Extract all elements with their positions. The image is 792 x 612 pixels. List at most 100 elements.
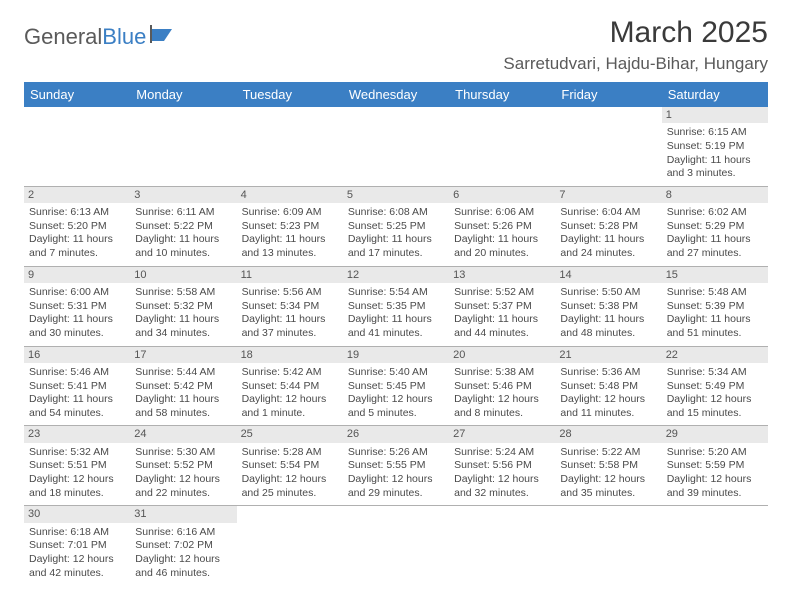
daylight-text: Daylight: 11 hours and 54 minutes. [29,393,125,420]
sunrise-text: Sunrise: 5:52 AM [454,286,550,300]
sunset-text: Sunset: 5:51 PM [29,459,125,473]
sunset-text: Sunset: 5:45 PM [348,380,444,394]
calendar-cell: 9Sunrise: 6:00 AMSunset: 5:31 PMDaylight… [24,266,130,346]
daylight-text: Daylight: 11 hours and 37 minutes. [242,313,338,340]
sunset-text: Sunset: 5:41 PM [29,380,125,394]
calendar-cell: 18Sunrise: 5:42 AMSunset: 5:44 PMDayligh… [237,346,343,426]
daylight-text: Daylight: 11 hours and 10 minutes. [135,233,231,260]
sunset-text: Sunset: 5:26 PM [454,220,550,234]
daylight-text: Daylight: 12 hours and 29 minutes. [348,473,444,500]
sunset-text: Sunset: 5:54 PM [242,459,338,473]
calendar-cell [237,506,343,585]
sunrise-text: Sunrise: 6:08 AM [348,206,444,220]
sunrise-text: Sunrise: 5:28 AM [242,446,338,460]
daylight-text: Daylight: 12 hours and 1 minute. [242,393,338,420]
calendar-cell: 17Sunrise: 5:44 AMSunset: 5:42 PMDayligh… [130,346,236,426]
sunset-text: Sunset: 5:22 PM [135,220,231,234]
day-number: 6 [449,187,555,203]
day-number: 21 [555,347,661,363]
sunset-text: Sunset: 5:31 PM [29,300,125,314]
calendar-cell: 26Sunrise: 5:26 AMSunset: 5:55 PMDayligh… [343,426,449,506]
sunrise-text: Sunrise: 6:15 AM [667,126,763,140]
day-number: 13 [449,267,555,283]
sunrise-text: Sunrise: 5:34 AM [667,366,763,380]
daylight-text: Daylight: 12 hours and 25 minutes. [242,473,338,500]
calendar-cell [24,107,130,186]
day-number: 22 [662,347,768,363]
sunset-text: Sunset: 5:28 PM [560,220,656,234]
logo-text-2: Blue [102,24,146,50]
sunrise-text: Sunrise: 5:32 AM [29,446,125,460]
sunset-text: Sunset: 5:32 PM [135,300,231,314]
daylight-text: Daylight: 12 hours and 22 minutes. [135,473,231,500]
day-number: 15 [662,267,768,283]
calendar-cell: 30Sunrise: 6:18 AMSunset: 7:01 PMDayligh… [24,506,130,585]
sunset-text: Sunset: 5:49 PM [667,380,763,394]
day-number: 12 [343,267,449,283]
sunset-text: Sunset: 5:25 PM [348,220,444,234]
day-number: 25 [237,426,343,442]
day-number: 11 [237,267,343,283]
daylight-text: Daylight: 12 hours and 39 minutes. [667,473,763,500]
weekday-header: Saturday [662,82,768,107]
sunset-text: Sunset: 5:37 PM [454,300,550,314]
calendar-cell: 15Sunrise: 5:48 AMSunset: 5:39 PMDayligh… [662,266,768,346]
calendar-cell [449,107,555,186]
calendar-cell: 29Sunrise: 5:20 AMSunset: 5:59 PMDayligh… [662,426,768,506]
sunset-text: Sunset: 5:39 PM [667,300,763,314]
day-number: 14 [555,267,661,283]
sunrise-text: Sunrise: 5:46 AM [29,366,125,380]
calendar-cell: 1Sunrise: 6:15 AMSunset: 5:19 PMDaylight… [662,107,768,186]
calendar-cell: 21Sunrise: 5:36 AMSunset: 5:48 PMDayligh… [555,346,661,426]
sunrise-text: Sunrise: 5:54 AM [348,286,444,300]
calendar-table: SundayMondayTuesdayWednesdayThursdayFrid… [24,82,768,585]
sunrise-text: Sunrise: 5:38 AM [454,366,550,380]
sunrise-text: Sunrise: 6:18 AM [29,526,125,540]
day-number: 31 [130,506,236,522]
sunrise-text: Sunrise: 5:48 AM [667,286,763,300]
day-number: 24 [130,426,236,442]
daylight-text: Daylight: 12 hours and 15 minutes. [667,393,763,420]
calendar-cell: 6Sunrise: 6:06 AMSunset: 5:26 PMDaylight… [449,186,555,266]
sunrise-text: Sunrise: 5:20 AM [667,446,763,460]
sunset-text: Sunset: 5:34 PM [242,300,338,314]
sunset-text: Sunset: 5:19 PM [667,140,763,154]
sunset-text: Sunset: 5:52 PM [135,459,231,473]
calendar-cell: 25 Sunrise: 5:28 AMSunset: 5:54 PMDayligh… [237,426,343,506]
sunset-text: Sunset: 5:48 PM [560,380,656,394]
daylight-text: Daylight: 12 hours and 32 minutes. [454,473,550,500]
calendar-cell: 7Sunrise: 6:04 AMSunset: 5:28 PMDaylight… [555,186,661,266]
sunrise-text: Sunrise: 5:58 AM [135,286,231,300]
sunrise-text: Sunrise: 5:22 AM [560,446,656,460]
day-number: 10 [130,267,236,283]
daylight-text: Daylight: 11 hours and 58 minutes. [135,393,231,420]
day-number: 18 [237,347,343,363]
logo: GeneralBlue [24,24,176,50]
daylight-text: Daylight: 11 hours and 20 minutes. [454,233,550,260]
month-title: March 2025 [503,16,768,50]
daylight-text: Daylight: 11 hours and 27 minutes. [667,233,763,260]
calendar-cell: 3Sunrise: 6:11 AMSunset: 5:22 PMDaylight… [130,186,236,266]
weekday-header: Tuesday [237,82,343,107]
day-number: 4 [237,187,343,203]
calendar-row: 1Sunrise: 6:15 AMSunset: 5:19 PMDaylight… [24,107,768,186]
sunrise-text: Sunrise: 6:11 AM [135,206,231,220]
logo-text-1: General [24,24,102,50]
sunset-text: Sunset: 5:46 PM [454,380,550,394]
sunrise-text: Sunrise: 6:16 AM [135,526,231,540]
sunset-text: Sunset: 5:29 PM [667,220,763,234]
calendar-cell: 16Sunrise: 5:46 AMSunset: 5:41 PMDayligh… [24,346,130,426]
day-number: 19 [343,347,449,363]
calendar-cell: 14Sunrise: 5:50 AMSunset: 5:38 PMDayligh… [555,266,661,346]
calendar-cell: 13Sunrise: 5:52 AMSunset: 5:37 PMDayligh… [449,266,555,346]
sunrise-text: Sunrise: 6:02 AM [667,206,763,220]
calendar-cell: 19Sunrise: 5:40 AMSunset: 5:45 PMDayligh… [343,346,449,426]
calendar-cell [449,506,555,585]
calendar-cell [343,506,449,585]
calendar-cell: 4Sunrise: 6:09 AMSunset: 5:23 PMDaylight… [237,186,343,266]
calendar-row: 30Sunrise: 6:18 AMSunset: 7:01 PMDayligh… [24,506,768,585]
sunrise-text: Sunrise: 5:36 AM [560,366,656,380]
calendar-cell [555,506,661,585]
calendar-cell: 23Sunrise: 5:32 AMSunset: 5:51 PMDayligh… [24,426,130,506]
sunset-text: Sunset: 5:56 PM [454,459,550,473]
